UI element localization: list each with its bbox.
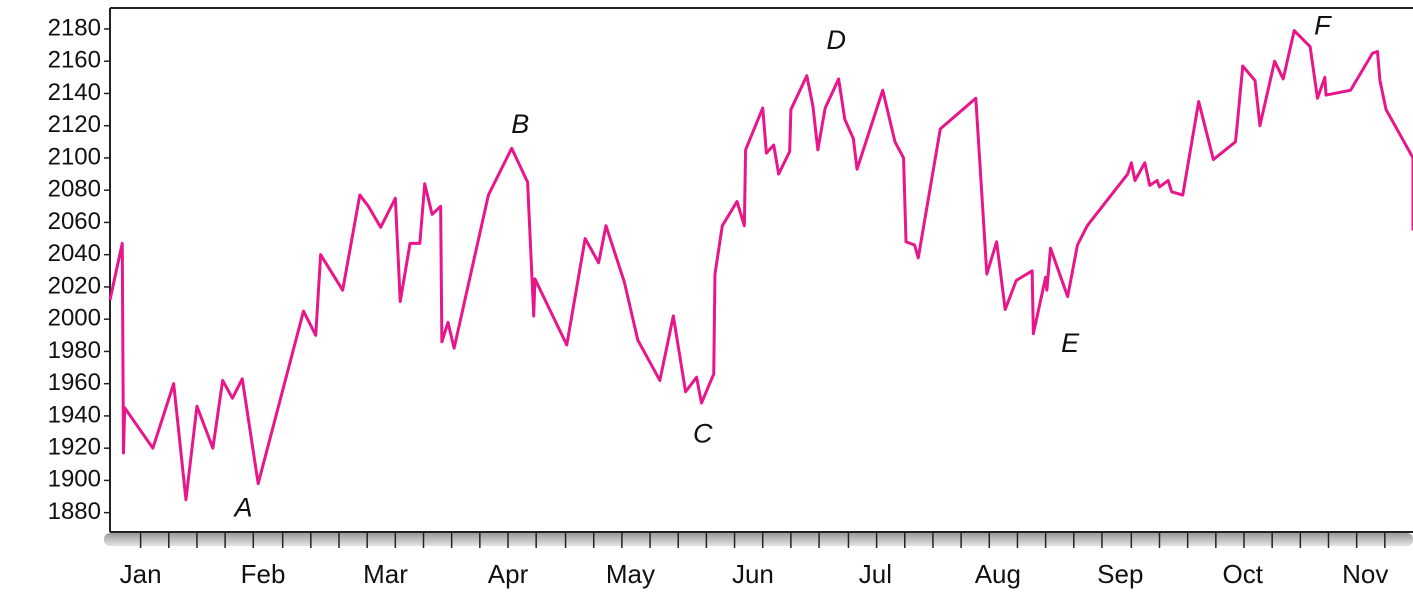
x-tick-label: Jan — [120, 559, 162, 589]
y-tick-label: 2120 — [48, 111, 101, 138]
annotation: E — [1061, 328, 1080, 358]
y-tick-label: 1880 — [48, 498, 101, 525]
x-tick-label: Nov — [1342, 559, 1388, 589]
x-tick-label: Mar — [363, 559, 408, 589]
y-tick-label: 2040 — [48, 240, 101, 267]
annotation: B — [511, 109, 529, 139]
y-tick-label: 1920 — [48, 434, 101, 461]
data-line — [108, 29, 1413, 502]
y-tick-label: 2020 — [48, 272, 101, 299]
annotation: C — [693, 418, 713, 448]
y-tick-label: 2080 — [48, 176, 101, 203]
axis-shadow — [104, 533, 1413, 546]
y-tick-label: 1960 — [48, 369, 101, 396]
y-tick-label: 2060 — [48, 208, 101, 235]
x-tick-label: Aug — [975, 559, 1021, 589]
x-tick-label: Jun — [732, 559, 774, 589]
y-tick-label: 2140 — [48, 79, 101, 106]
y-tick-label: 2100 — [48, 143, 101, 170]
x-tick-label: May — [606, 559, 655, 589]
y-tick-label: 2000 — [48, 305, 101, 332]
y-tick-label: 1980 — [48, 337, 101, 364]
annotation: D — [826, 25, 846, 55]
y-tick-label: 1940 — [48, 401, 101, 428]
x-tick-label: Oct — [1223, 559, 1264, 589]
x-tick-label: Apr — [488, 559, 529, 589]
annotation: A — [232, 493, 252, 523]
y-tick-label: 2160 — [48, 47, 101, 74]
y-tick-label: 1900 — [48, 466, 101, 493]
y-tick-label: 2180 — [48, 14, 101, 41]
annotation: F — [1314, 10, 1332, 40]
x-tick-label: Jul — [859, 559, 892, 589]
x-tick-label: Feb — [241, 559, 286, 589]
x-tick-label: Sep — [1097, 559, 1143, 589]
